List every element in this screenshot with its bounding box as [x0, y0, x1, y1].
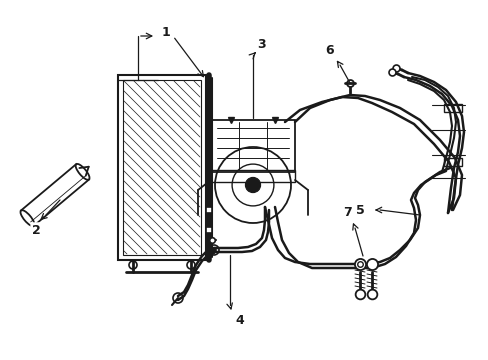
Bar [210, 170, 294, 182]
Text: 7: 7 [343, 206, 352, 219]
Bar [123, 80, 201, 255]
Text: 1: 1 [162, 26, 170, 39]
Bar [118, 75, 205, 260]
Bar [443, 158, 461, 166]
Text: 5: 5 [355, 203, 364, 216]
Circle shape [245, 177, 260, 193]
Bar [210, 120, 294, 172]
Text: 2: 2 [32, 224, 41, 237]
Circle shape [211, 248, 216, 252]
Bar [443, 104, 461, 112]
Text: 6: 6 [325, 44, 334, 57]
Text: 3: 3 [257, 37, 266, 50]
Text: 4: 4 [235, 314, 244, 327]
